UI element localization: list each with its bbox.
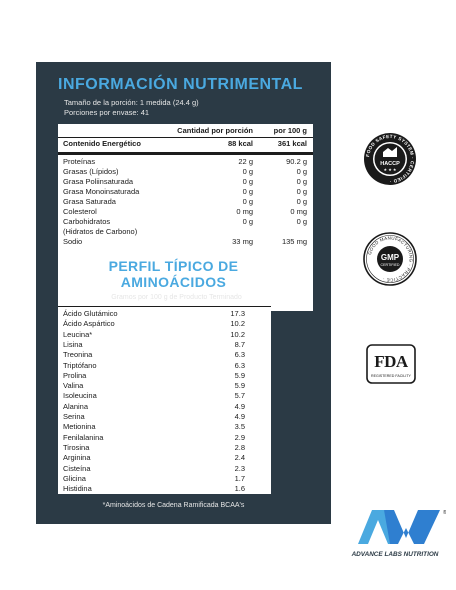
gmp-center-text: GMP [381,253,400,262]
haccp-badge-icon: FOOD SAFETY SYSTEM · CERTIFIED · HACCP ★… [364,133,416,185]
table-divider-thick [58,152,313,155]
amino-label: Fenilalanina [63,432,104,442]
nutrient-per-100: 0 g [296,197,307,206]
amino-label: Lisina [63,339,83,349]
nutrient-per-serving: 0 g [242,187,253,196]
amino-value: 2.8 [234,442,245,452]
haccp-center-text: HACCP [380,161,400,167]
fda-mark-text: FDA [374,352,409,371]
nutrient-per-serving: 0 g [242,197,253,206]
nutrient-per-serving: 33 mg [232,237,253,246]
amino-value: 2.3 [234,463,245,473]
nutrition-title: INFORMACIÓN NUTRIMENTAL [58,76,303,93]
amino-label: Alanina [63,401,89,411]
amino-value: 5.9 [234,381,245,391]
amino-label: Triptófano [63,360,97,370]
nutrient-label: Grasas (Lípidos) [63,167,119,176]
brand-name: ADVANCE LABS NUTRITION [351,551,439,558]
energy-per-serving: 88 kcal [227,139,253,148]
nutrient-label: Carbohidratos [63,217,111,226]
amino-value: 5.9 [234,370,245,380]
amino-value: 17.3 [230,309,245,318]
amino-label: Arginina [63,453,91,463]
advance-labs-logo-icon: ® ADVANCE LABS NUTRITION [351,509,446,558]
table-divider [58,306,271,307]
servings-per-container: Porciones por envase: 41 [64,108,150,117]
column-header-per-serving: Cantidad por porción [177,126,253,135]
amino-value: 4.9 [234,401,245,411]
energy-per-100: 361 kcal [277,139,307,148]
nutrient-per-serving: 0 g [242,167,253,176]
nutrient-per-100: 0 g [296,167,307,176]
amino-value: 10.2 [230,319,245,329]
svg-text:★ ★ ★: ★ ★ ★ [384,167,397,172]
amino-label: Histidina [63,484,92,494]
energy-label: Contenido Energético [63,139,141,148]
amino-value: 1.7 [234,473,245,483]
nutrient-label: (Hidratos de Carbono) [63,227,138,236]
gmp-badge-icon: GOOD MANUFACTURING · PRACTICE · GMP CERT… [363,232,417,286]
amino-label: Ácido Glutámico [63,309,118,318]
bcaa-footnote: *Aminoácidos de Cadena Ramificada BCAA's [102,502,245,509]
nutrient-per-serving: 22 g [238,157,253,166]
fda-badge-icon: FDA REGISTERED FACILITY [366,344,416,384]
amino-label: Isoleucina [63,391,97,401]
amino-label: Treonina [63,350,93,360]
amino-label: Cisteína [63,463,91,473]
nutrient-label: Colesterol [63,207,97,216]
nutrient-label: Proteínas [63,157,96,166]
nutrient-per-100: 0 mg [290,207,307,216]
fda-sub-text: REGISTERED FACILITY [371,374,412,378]
nutrient-label: Sodio [63,237,83,246]
table-divider [58,137,313,138]
amino-title-line2: AMINOÁCIDOS [120,274,227,290]
column-header-per-100: por 100 g [273,126,307,135]
amino-label: Leucina* [63,329,93,339]
nutrient-label: Grasa Saturada [63,197,116,206]
amino-table: Ácido Glutámico 17.3 Ácido Aspártico 10.2 Le… [58,306,271,494]
nutrition-table: Cantidad por porción por 100 g Contenido… [58,124,313,311]
amino-title-line1: PERFIL TÍPICO DE [108,258,239,274]
amino-label: Valina [63,381,84,391]
amino-subtitle: Gramos por 100 g de Producto Terminado [111,294,242,301]
amino-value: 8.7 [234,339,245,349]
nutrient-per-serving: 0 mg [236,207,253,216]
amino-label: Metionina [63,422,96,432]
nutrient-per-100: 90.2 g [286,157,307,166]
nutrient-per-100: 0 g [296,177,307,186]
nutrient-label: Grasa Monoinsaturada [63,187,140,196]
amino-value: 2.4 [234,453,245,463]
amino-value: 4.9 [234,412,245,421]
nutrient-per-serving: 0 g [242,217,253,226]
nutrient-per-100: 135 mg [281,237,307,246]
amino-value: 5.7 [234,391,245,401]
nutrient-per-100: 0 g [296,187,307,196]
amino-label: Prolina [63,370,87,380]
amino-label: Glicina [63,473,86,483]
amino-label: Ácido Aspártico [63,319,115,329]
gmp-sub-text: CERTIFIED [381,263,400,267]
amino-value: 10.2 [230,329,245,339]
nutrient-per-100: 0 g [296,217,307,226]
amino-value: 6.3 [234,360,245,370]
amino-label: Serina [63,412,85,421]
amino-value: 2.9 [234,432,245,442]
serving-size: Tamaño de la porción: 1 medida (24.4 g) [64,98,199,107]
nutrient-label: Grasa Poliinsaturada [63,177,134,186]
amino-value: 1.6 [234,484,245,494]
amino-value: 6.3 [234,350,245,360]
trademark-symbol: ® [443,509,446,516]
amino-label: Tirosina [63,442,90,452]
nutrient-per-serving: 0 g [242,177,253,186]
amino-value: 3.5 [234,422,245,432]
